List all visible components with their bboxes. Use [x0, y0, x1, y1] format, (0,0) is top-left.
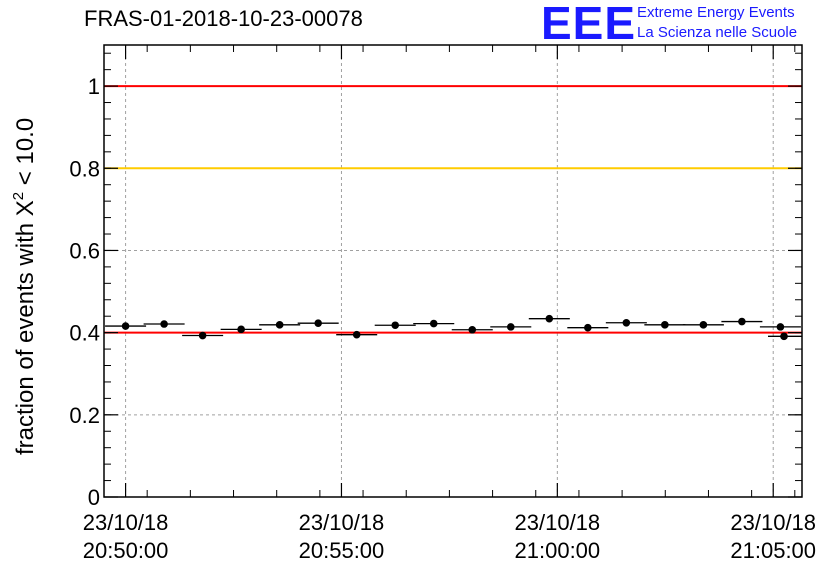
data-point — [738, 317, 746, 326]
data-point — [661, 321, 669, 329]
data-point — [429, 319, 438, 328]
x-tick-label-date: 23/10/18 — [515, 510, 601, 535]
data-point — [121, 322, 130, 330]
data-point — [545, 314, 554, 323]
data-point — [622, 318, 631, 327]
chart-title: FRAS-01-2018-10-23-00078 — [84, 6, 363, 31]
y-axis-label-tail: < 10.0 — [12, 118, 39, 192]
data-point — [198, 331, 207, 340]
y-tick-label: 0 — [88, 485, 100, 510]
x-tick-label-time: 21:05:00 — [730, 538, 816, 563]
data-point — [776, 323, 785, 331]
y-axis-label-sup: 2 — [10, 192, 27, 200]
axes: 0 0.2 0.4 0.6 0.8 1 23/10/18 20:50:00 23/10/18 20… — [69, 45, 816, 563]
x-tick-label-time: 20:55:00 — [299, 538, 385, 563]
reference-lines — [104, 85, 802, 334]
data-point — [699, 321, 708, 329]
x-tick-label-date: 23/10/18 — [730, 510, 816, 535]
data-point — [391, 321, 400, 330]
data-points — [105, 314, 802, 341]
logo-line-2: La Scienza nelle Scuole — [637, 24, 798, 41]
data-point — [275, 321, 284, 329]
y-axis-label: fraction of events with Χ2 < 10.0 — [10, 118, 39, 455]
x-tick-label-time: 20:50:00 — [83, 538, 169, 563]
grid-layer — [104, 45, 802, 497]
data-point — [468, 325, 477, 334]
eee-logo: EEE — [541, 0, 637, 49]
data-point — [352, 330, 361, 339]
y-tick-label: 1 — [88, 74, 100, 99]
data-point — [780, 332, 788, 341]
y-tick-label: 0.2 — [69, 403, 100, 428]
data-point — [314, 319, 322, 327]
plot-frame — [103, 44, 803, 498]
data-point — [237, 325, 245, 334]
y-tick-label: 0.4 — [69, 321, 100, 346]
x-tick-label-date: 23/10/18 — [299, 510, 385, 535]
data-point — [160, 320, 168, 328]
y-tick-label: 0.6 — [69, 238, 100, 263]
data-point — [506, 323, 515, 331]
data-point — [584, 323, 592, 332]
logo-line-1: Extreme Energy Events — [637, 4, 795, 21]
y-tick-label: 0.8 — [69, 156, 100, 181]
x-tick-label-time: 21:00:00 — [515, 538, 601, 563]
y-axis-label-main: fraction of events with Χ — [12, 200, 39, 455]
x-tick-label-date: 23/10/18 — [83, 510, 169, 535]
